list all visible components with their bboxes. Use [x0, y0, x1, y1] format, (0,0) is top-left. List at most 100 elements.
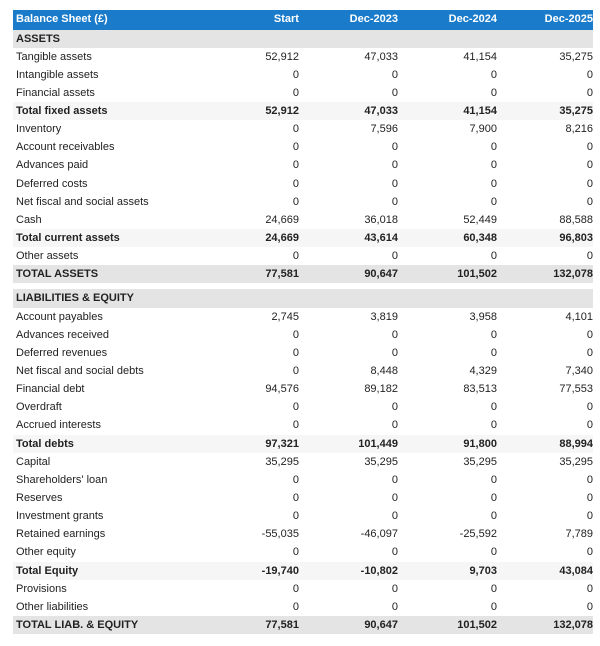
table-row: Intangible assets 0 0 0 0 — [13, 66, 593, 84]
row-value-dec-2025: 0 — [586, 141, 593, 154]
row-value-dec-2025: 35,275 — [559, 105, 593, 118]
row-value-dec-2024: 9,703 — [469, 564, 497, 577]
section-title: LIABILITIES & EQUITY — [16, 292, 134, 305]
row-value-dec-2024: 0 — [490, 250, 497, 263]
row-value-dec-2023: 90,647 — [364, 619, 398, 631]
row-value-start: 35,295 — [265, 455, 299, 468]
row-value-dec-2025: 88,994 — [559, 437, 593, 450]
table-row: Advances paid 0 0 0 0 — [13, 156, 593, 174]
table-row: Financial assets 0 0 0 0 — [13, 84, 593, 102]
row-value-dec-2023: 0 — [391, 419, 398, 432]
total-row: TOTAL ASSETS 77,581 90,647 101,502 132,078 — [13, 265, 593, 284]
row-label: Retained earnings — [16, 528, 106, 541]
row-value-start: 0 — [292, 86, 299, 99]
row-value-dec-2024: 0 — [490, 419, 497, 432]
row-value-dec-2024: 0 — [490, 582, 497, 595]
row-label: Accrued interests — [16, 419, 101, 432]
row-value-dec-2023: 0 — [391, 582, 398, 595]
table-row: Investment grants 0 0 0 0 — [13, 507, 593, 525]
row-value-dec-2024: 0 — [490, 195, 497, 208]
row-label: Provisions — [16, 582, 67, 595]
table-row: Other assets 0 0 0 0 — [13, 247, 593, 265]
row-value-dec-2025: 77,553 — [559, 383, 593, 396]
row-label: Inventory — [16, 123, 62, 136]
row-label: TOTAL LIAB. & EQUITY — [16, 619, 139, 631]
total-row: Total Equity -19,740 -10,802 9,703 43,084 — [13, 561, 593, 580]
row-value-start: 0 — [292, 123, 299, 136]
row-value-dec-2024: 35,295 — [463, 455, 497, 468]
row-value-start: 0 — [292, 419, 299, 432]
row-value-dec-2025: 0 — [586, 195, 593, 208]
section-header: ASSETS — [13, 29, 593, 48]
table-row: Other liabilities 0 0 0 0 — [13, 598, 593, 616]
row-value-dec-2024: -25,592 — [459, 528, 497, 541]
row-value-dec-2024: 0 — [490, 346, 497, 359]
row-label: Reserves — [16, 492, 63, 505]
row-value-dec-2024: 0 — [490, 159, 497, 172]
row-value-dec-2024: 0 — [490, 141, 497, 154]
row-value-dec-2025: 7,340 — [565, 365, 593, 378]
row-label: Deferred revenues — [16, 346, 108, 359]
table-row: Cash 24,669 36,018 52,449 88,588 — [13, 211, 593, 229]
row-value-dec-2025: 43,084 — [559, 564, 593, 577]
row-value-dec-2023: 0 — [391, 141, 398, 154]
row-value-dec-2023: 0 — [391, 195, 398, 208]
row-value-dec-2024: 91,800 — [463, 437, 497, 450]
row-value-dec-2023: 0 — [391, 546, 398, 559]
row-value-dec-2024: 41,154 — [463, 105, 497, 118]
row-value-dec-2025: 0 — [586, 68, 593, 81]
table-row: Tangible assets 52,912 47,033 41,154 35,275 — [13, 48, 593, 66]
row-label: Cash — [16, 213, 42, 226]
row-value-dec-2025: 88,588 — [559, 213, 593, 226]
row-value-dec-2025: 96,803 — [559, 232, 593, 245]
row-label: Financial assets — [16, 86, 95, 99]
column-header-dec-2023: Dec-2023 — [349, 13, 398, 25]
row-value-start: 0 — [292, 141, 299, 154]
row-value-dec-2025: 0 — [586, 492, 593, 505]
row-value-start: 0 — [292, 492, 299, 505]
row-value-dec-2023: 47,033 — [364, 50, 398, 63]
row-value-dec-2024: 0 — [490, 600, 497, 613]
row-value-start: 24,669 — [265, 213, 299, 226]
row-value-dec-2023: 43,614 — [364, 232, 398, 245]
row-value-dec-2023: 0 — [391, 177, 398, 190]
row-value-dec-2023: 47,033 — [364, 105, 398, 118]
row-label: Net fiscal and social debts — [16, 365, 144, 378]
table-header: Balance Sheet (£) Start Dec-2023 Dec-202… — [13, 10, 593, 30]
row-value-start: 0 — [292, 365, 299, 378]
row-value-start: 24,669 — [265, 232, 299, 245]
row-value-dec-2025: 132,078 — [553, 268, 593, 281]
row-value-dec-2023: -10,802 — [360, 564, 398, 577]
column-header-dec-2024: Dec-2024 — [448, 13, 497, 25]
row-value-dec-2025: 0 — [586, 600, 593, 613]
row-value-dec-2024: 101,502 — [457, 268, 497, 281]
row-value-dec-2024: 0 — [490, 86, 497, 99]
row-value-start: 0 — [292, 582, 299, 595]
row-value-start: 52,912 — [265, 50, 299, 63]
row-value-dec-2024: 0 — [490, 328, 497, 341]
table-row: Capital 35,295 35,295 35,295 35,295 — [13, 453, 593, 471]
row-value-dec-2023: 7,596 — [370, 123, 398, 136]
row-value-dec-2025: 132,078 — [553, 619, 593, 631]
total-row: Total fixed assets 52,912 47,033 41,154 35,2… — [13, 102, 593, 121]
total-row: Total debts 97,321 101,449 91,800 88,994 — [13, 434, 593, 453]
row-value-dec-2023: 101,449 — [358, 437, 398, 450]
row-label: Account receivables — [16, 141, 115, 154]
table-row: Shareholders' loan 0 0 0 0 — [13, 471, 593, 489]
table-title: Balance Sheet (£) — [16, 13, 108, 25]
row-value-dec-2025: 0 — [586, 546, 593, 559]
row-label: Advances received — [16, 328, 109, 341]
row-value-dec-2023: 0 — [391, 68, 398, 81]
table-row: Account receivables 0 0 0 0 — [13, 138, 593, 156]
row-value-start: 0 — [292, 346, 299, 359]
row-value-dec-2025: 35,275 — [559, 50, 593, 63]
row-label: Other equity — [16, 546, 76, 559]
row-value-dec-2025: 7,789 — [565, 528, 593, 541]
table-row: Provisions 0 0 0 0 — [13, 580, 593, 598]
row-value-dec-2023: 0 — [391, 159, 398, 172]
row-label: Other liabilities — [16, 600, 89, 613]
row-value-start: 0 — [292, 159, 299, 172]
row-value-dec-2024: 0 — [490, 68, 497, 81]
table-row: Other equity 0 0 0 0 — [13, 543, 593, 561]
row-value-dec-2023: 0 — [391, 510, 398, 523]
